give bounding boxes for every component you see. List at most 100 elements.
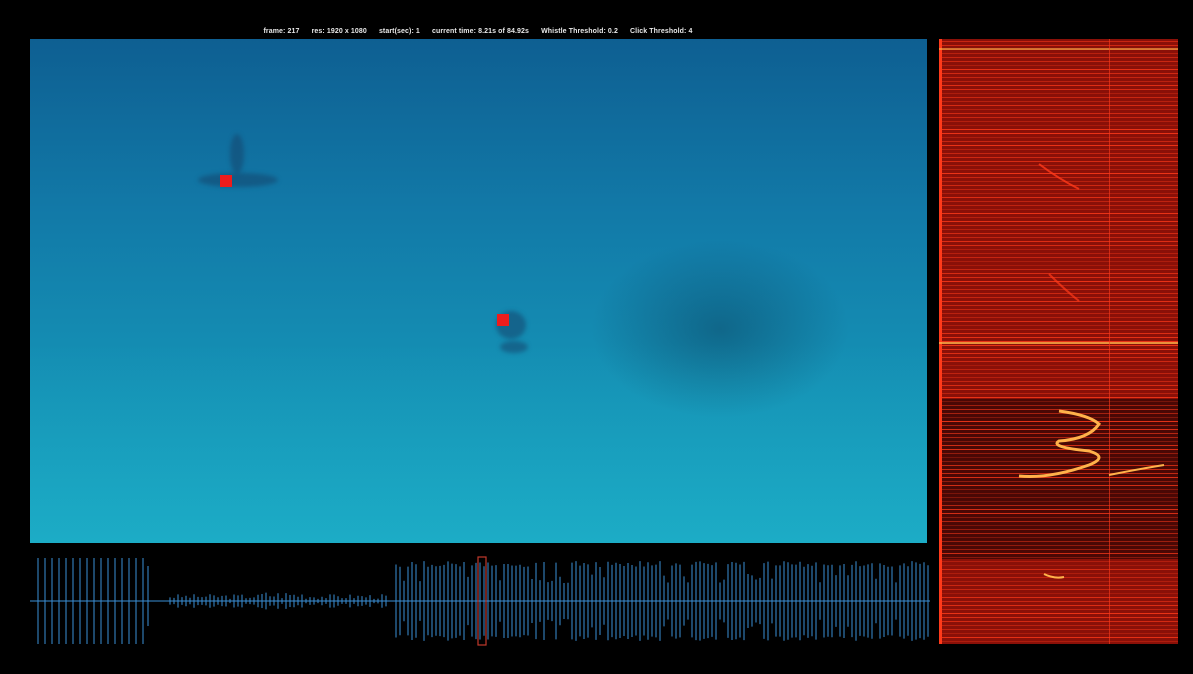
spectrogram-vertical-line (1109, 39, 1110, 644)
spectrogram-harmonic-line (939, 405, 1178, 406)
whistle-threshold-readout: Whistle Threshold: 0.2 (541, 28, 618, 35)
spectrogram-harmonic-line (939, 633, 1178, 634)
spectrogram-harmonic-line (939, 417, 1178, 418)
spectrogram-harmonic-line (939, 181, 1178, 182)
spectrogram-harmonic-line (939, 517, 1178, 518)
spectrogram-harmonic-line (939, 601, 1178, 602)
spectrogram-harmonic-line (939, 629, 1178, 630)
whistle-contour-main (1018, 409, 1101, 478)
start-readout: start(sec): 1 (378, 28, 420, 35)
whistle-contour-2 (1048, 273, 1080, 302)
spectrogram-harmonic-line (939, 241, 1178, 242)
spectrogram-bright-line-top (939, 48, 1178, 50)
spectrogram-bright-line (939, 342, 1178, 344)
spectrogram-harmonic-line (939, 137, 1178, 138)
spectrogram-harmonic-line (939, 421, 1178, 422)
spectrogram-harmonic-line (939, 173, 1178, 174)
spectrogram-harmonic-line (939, 597, 1178, 598)
dolphin-silhouette-1 (198, 173, 278, 187)
playhead-cursor[interactable] (477, 556, 487, 646)
spectrogram-harmonic-line (939, 625, 1178, 626)
spectrogram-harmonic-line (939, 425, 1178, 426)
spectrogram-harmonic-line (939, 301, 1178, 302)
spectrogram-harmonic-line (939, 337, 1178, 338)
spectrogram-harmonic-line (939, 509, 1178, 510)
audio-waveform-panel[interactable] (30, 556, 930, 646)
spectrogram-harmonic-line (939, 65, 1178, 66)
spectrogram-harmonic-line (939, 557, 1178, 558)
spectrogram-harmonic-line (939, 117, 1178, 118)
water-shadow (590, 239, 850, 419)
detection-marker-2[interactable] (497, 314, 509, 326)
spectrogram-harmonic-line (939, 269, 1178, 270)
spectrogram-harmonic-line (939, 233, 1178, 234)
spectrogram-harmonic-line (939, 185, 1178, 186)
spectrogram-harmonic-line (939, 45, 1178, 46)
spectrogram-harmonic-line (939, 113, 1178, 114)
spectrogram-harmonic-line (939, 297, 1178, 298)
spectrogram-harmonic-line (939, 533, 1178, 534)
spectrogram-harmonic-line (939, 461, 1178, 462)
spectrogram-harmonic-line (939, 189, 1178, 190)
video-frame[interactable] (30, 39, 927, 543)
spectrogram-harmonic-line (939, 381, 1178, 382)
current-time-readout: current time: 8.21s of 84.92s (431, 28, 530, 35)
spectrogram-harmonic-line (939, 637, 1178, 638)
spectrogram-harmonic-line (939, 277, 1178, 278)
spectrogram-harmonic-line (939, 389, 1178, 390)
spectrogram-harmonic-line (939, 121, 1178, 122)
spectrogram-harmonic-line (939, 285, 1178, 286)
spectrogram-harmonic-line (939, 589, 1178, 590)
frame-readout: frame: 217 (263, 28, 300, 35)
spectrogram-harmonic-line (939, 97, 1178, 98)
spectrogram-harmonic-line (939, 641, 1178, 642)
spectrogram-harmonic-line (939, 373, 1178, 374)
spectrogram-harmonic-line (939, 237, 1178, 238)
spectrogram-harmonic-line (939, 397, 1178, 398)
spectrogram-harmonic-line (939, 349, 1178, 350)
spectrogram-harmonic-line (939, 553, 1178, 554)
spectrogram-harmonic-line (939, 245, 1178, 246)
spectrogram-harmonic-line (939, 145, 1178, 146)
spectrogram-harmonic-line (939, 305, 1178, 306)
spectrogram-harmonic-line (939, 41, 1178, 42)
click-threshold-readout: Click Threshold: 4 (630, 28, 693, 35)
spectrogram-harmonic-line (939, 205, 1178, 206)
spectrogram-harmonic-line (939, 453, 1178, 454)
sea-floor-glow (30, 343, 927, 543)
whistle-contour-3 (1108, 464, 1165, 476)
spectrogram-harmonic-line (939, 489, 1178, 490)
spectrogram-harmonic-line (939, 469, 1178, 470)
spectrogram-harmonic-line (939, 585, 1178, 586)
spectrogram-harmonic-line (939, 81, 1178, 82)
spectrogram-harmonic-line (939, 165, 1178, 166)
spectrogram-harmonic-line (939, 229, 1178, 230)
spectrogram-harmonic-line (939, 273, 1178, 274)
spectrogram-harmonic-line (939, 549, 1178, 550)
spectrogram-harmonic-line (939, 89, 1178, 90)
spectrogram-harmonic-line (939, 257, 1178, 258)
dolphin-silhouette-2-body (500, 341, 528, 353)
spectrogram-harmonic-line (939, 129, 1178, 130)
spectrogram-harmonic-line (939, 169, 1178, 170)
spectrogram-harmonic-line (939, 393, 1178, 394)
spectrogram-harmonic-line (939, 265, 1178, 266)
spectrogram-dark-band (939, 399, 1178, 559)
spectrogram-harmonic-line (939, 353, 1178, 354)
spectrogram-harmonic-line (939, 149, 1178, 150)
spectrogram-harmonic-line (939, 457, 1178, 458)
spectrogram-panel[interactable] (939, 39, 1178, 644)
spectrogram-harmonic-line (939, 289, 1178, 290)
dolphin-silhouette-1-tail (230, 134, 244, 174)
spectrogram-harmonic-line (939, 345, 1178, 346)
detection-marker-1[interactable] (220, 175, 232, 187)
spectrogram-harmonic-line (939, 433, 1178, 434)
spectrogram-svg (939, 39, 1178, 644)
spectrogram-harmonic-line (939, 253, 1178, 254)
spectrogram-harmonic-line (939, 385, 1178, 386)
spectrogram-harmonic-line (939, 497, 1178, 498)
spectrogram-harmonic-line (939, 85, 1178, 86)
spectrogram-harmonic-line (939, 541, 1178, 542)
spectrogram-harmonic-line (939, 485, 1178, 486)
